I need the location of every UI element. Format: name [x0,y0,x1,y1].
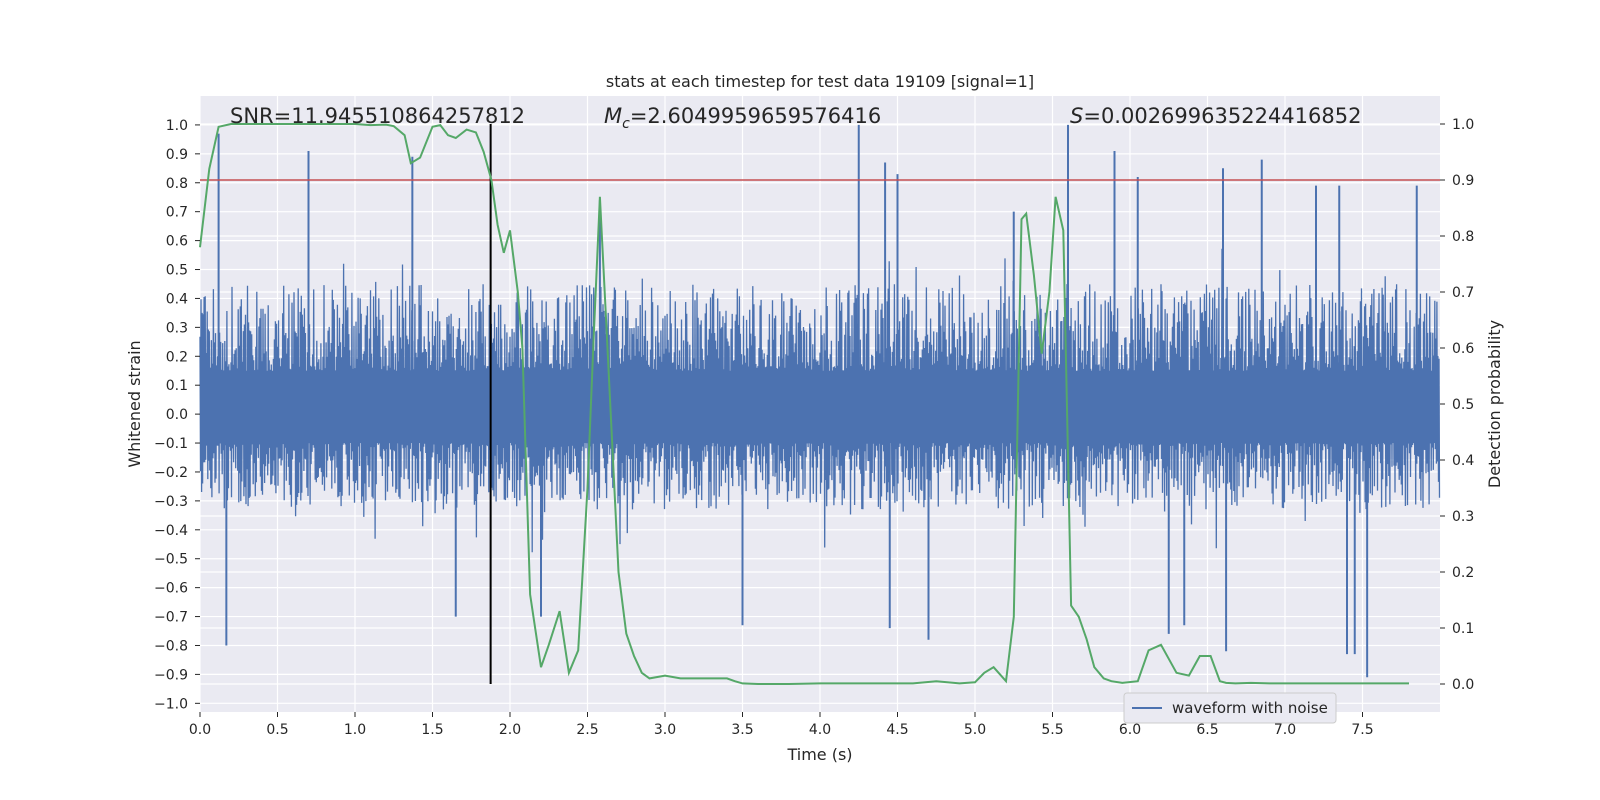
left-y-tick-label: 0.8 [166,176,188,192]
x-tick-label: 7.5 [1351,722,1373,738]
x-axis-label: Time (s) [786,745,852,764]
right-y-tick-label: 0.5 [1452,397,1474,413]
snr-annotation: SNR=11.945510864257812 [230,104,525,128]
waveform-series [199,124,1441,678]
left-y-tick-label: −0.1 [154,436,188,452]
left-y-axis-label: Whitened strain [125,340,144,467]
legend-label: waveform with noise [1172,699,1328,717]
right-y-axis-ticks: 0.0 0.1 0.2 0.3 0.4 0.5 0.6 0.7 0.8 0.9 1.0 [1440,117,1474,693]
right-y-tick-label: 0.3 [1452,509,1474,525]
x-tick-label: 4.5 [886,722,908,738]
left-y-tick-label: −0.8 [154,638,188,654]
x-tick-label: 5.5 [1041,722,1063,738]
mc-symbol: M [604,104,622,128]
left-y-tick-label: −0.2 [154,465,188,481]
right-y-tick-label: 0.2 [1452,565,1474,581]
right-y-tick-label: 0.9 [1452,173,1474,189]
waveform-trace [199,248,1441,553]
x-tick-label: 6.5 [1196,722,1218,738]
x-tick-label: 5.0 [964,722,986,738]
x-tick-label: 7.0 [1274,722,1296,738]
right-y-axis-label: Detection probability [1485,320,1504,488]
chirp-mass-annotation: Mc=2.6049959659576416 [604,104,881,132]
right-y-tick-label: 1.0 [1452,117,1474,133]
x-tick-label: 2.0 [499,722,521,738]
x-tick-label: 0.5 [266,722,288,738]
mc-subscript: c [622,116,630,132]
x-tick-label: 3.5 [731,722,753,738]
right-y-tick-label: 0.6 [1452,341,1474,357]
x-tick-label: 6.0 [1119,722,1141,738]
x-tick-label: 1.5 [421,722,443,738]
left-y-axis-ticks: −1.0 −0.9 −0.8 −0.7 −0.6 −0.5 −0.4 −0.3 −0.2 −0.1… [154,118,200,712]
x-tick-label: 3.0 [654,722,676,738]
left-y-tick-label: −0.3 [154,494,188,510]
x-tick-label: 1.0 [344,722,366,738]
s-value: =0.002699635224416852 [1083,104,1361,128]
left-y-tick-label: 0.4 [166,291,188,307]
right-y-tick-label: 0.7 [1452,285,1474,301]
s-annotation: S=0.002699635224416852 [1070,104,1361,128]
left-y-tick-label: 0.1 [166,378,188,394]
legend-box [1123,692,1337,724]
left-y-tick-label: 0.3 [166,320,188,336]
s-symbol: S [1070,104,1083,128]
left-y-tick-label: 0.5 [166,263,188,279]
left-y-tick-label: 0.7 [166,205,188,221]
x-axis-ticks: 0.0 0.5 1.0 1.5 2.0 2.5 3.0 3.5 4.0 4.5 5.0 5.5 6.0 6… [189,712,1374,738]
legend: waveform with noise [1123,692,1337,724]
left-y-tick-label: 0.0 [166,407,188,423]
left-y-tick-label: −0.7 [154,610,188,626]
left-y-tick-label: 0.9 [166,147,188,163]
left-y-tick-label: −1.0 [154,696,188,712]
x-tick-label: 0.0 [189,722,211,738]
right-y-tick-label: 0.0 [1452,677,1474,693]
right-y-tick-label: 0.4 [1452,453,1474,469]
left-y-tick-label: −0.4 [154,523,188,539]
left-y-tick-label: 0.6 [166,234,188,250]
right-y-tick-label: 0.8 [1452,229,1474,245]
left-y-tick-label: 1.0 [166,118,188,134]
mc-value: =2.6049959659576416 [630,104,881,128]
chart-title: stats at each timestep for test data 191… [606,72,1034,91]
detection-probability-series [199,123,1409,685]
left-y-tick-label: −0.9 [154,667,188,683]
x-tick-label: 4.0 [809,722,831,738]
left-y-tick-label: −0.6 [154,581,188,597]
x-tick-label: 2.5 [576,722,598,738]
left-y-tick-label: −0.5 [154,552,188,568]
left-y-tick-label: 0.2 [166,349,188,365]
right-y-tick-label: 0.1 [1452,621,1474,637]
